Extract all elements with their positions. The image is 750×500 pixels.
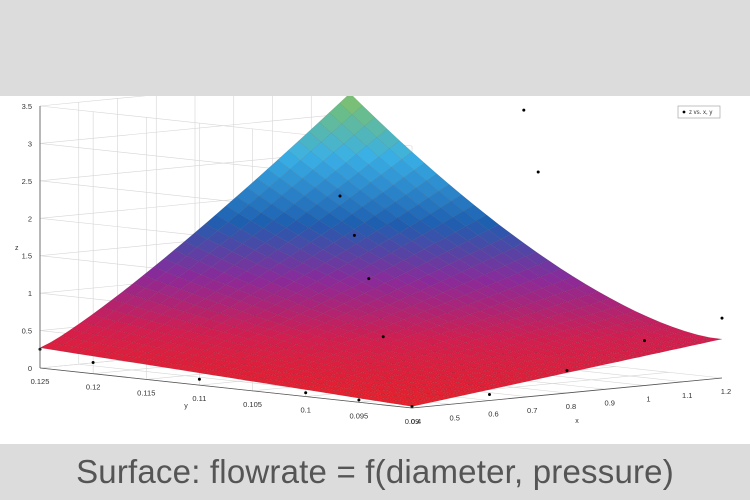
x-tick-label: 0.5 xyxy=(450,413,460,422)
x-axis-title: x xyxy=(575,418,579,425)
data-point xyxy=(381,335,385,339)
data-points xyxy=(38,108,724,408)
axes: 00.511.522.533.50.1250.120.1150.110.1050… xyxy=(15,102,731,426)
data-point xyxy=(91,361,95,364)
surface-patch xyxy=(420,397,444,403)
y-tick-label: 0.09 xyxy=(405,417,420,426)
surface-plot: 0 0.5 1 1.5 2 2.5 3 3.5 0.125 0.12 0.115 0.11 0.105 0… xyxy=(0,96,750,444)
data-point xyxy=(357,398,361,402)
surface-patch xyxy=(451,391,475,396)
chart-caption: Surface: flowrate = f(diameter, pressure… xyxy=(76,453,674,490)
z-tick-label: 2.5 xyxy=(22,177,32,186)
surface-patch xyxy=(688,339,712,344)
data-point xyxy=(367,277,371,281)
z-tick-label: 0.5 xyxy=(22,327,32,336)
surface-patch xyxy=(595,359,619,364)
z-tick-label: 0 xyxy=(28,364,32,373)
data-point xyxy=(488,393,491,396)
y-tick-label: 0.105 xyxy=(243,400,262,409)
legend: z vs. x, y xyxy=(677,105,721,119)
y-tick-label: 0.095 xyxy=(349,411,368,420)
surface-patch xyxy=(523,375,547,380)
surface-patch xyxy=(461,388,485,394)
x-tick-label: 0.7 xyxy=(527,406,537,415)
surface-patch xyxy=(626,353,650,358)
z-tick-label: 3.5 xyxy=(22,102,32,111)
surface-patch xyxy=(544,370,568,376)
surface-patch xyxy=(502,379,526,385)
data-point xyxy=(522,108,526,112)
grid-line-z-back xyxy=(39,96,147,107)
x-tick-label: 0.8 xyxy=(566,402,576,411)
x-tick-label: 0.9 xyxy=(605,398,615,407)
x-tick-label: 1.2 xyxy=(721,387,731,396)
surface-patch xyxy=(678,341,702,346)
surface-patch xyxy=(482,384,506,389)
surface-chart-svg: 00.511.522.533.50.1250.120.1150.110.1050… xyxy=(15,96,731,426)
surface-mesh xyxy=(39,96,723,407)
data-point xyxy=(410,405,414,408)
surface-patch xyxy=(668,344,692,349)
y-tick-label: 0.115 xyxy=(137,388,155,397)
x-tick-label: 1 xyxy=(646,395,650,404)
surface-patch xyxy=(606,357,630,362)
y-axis-line xyxy=(39,367,413,409)
surface-patch xyxy=(699,337,723,342)
y-tick-label: 0.125 xyxy=(31,377,50,386)
legend-label: z vs. x, y xyxy=(689,110,712,116)
surface-patch xyxy=(471,386,495,391)
z-tick-label: 3 xyxy=(28,139,32,148)
y-tick-label: 0.12 xyxy=(86,383,101,392)
data-point xyxy=(536,170,540,174)
surface-patch xyxy=(657,346,681,351)
surface-patch xyxy=(399,402,423,407)
surface-patch xyxy=(492,382,516,387)
z-axis-title: z xyxy=(15,245,19,252)
z-tick-label: 2 xyxy=(28,214,32,223)
y-axis-title: y xyxy=(184,403,188,410)
surface-patch xyxy=(440,393,464,398)
z-tick-label: 1 xyxy=(28,289,32,298)
x-tick-label: 0.6 xyxy=(488,410,498,419)
data-point xyxy=(304,391,308,395)
surface-patch xyxy=(513,377,537,382)
data-point xyxy=(565,369,569,372)
y-tick-label: 0.1 xyxy=(300,406,310,415)
x-axis-line xyxy=(411,377,723,409)
caption-band: Surface: flowrate = f(diameter, pressure… xyxy=(0,444,750,500)
z-tick-label: 1.5 xyxy=(22,252,32,261)
x-tick-label: 1.1 xyxy=(682,391,692,400)
data-point xyxy=(643,339,646,343)
top-band xyxy=(0,0,750,96)
y-tick-label: 0.11 xyxy=(192,394,206,403)
data-point xyxy=(197,377,201,381)
data-point xyxy=(338,194,342,198)
data-point xyxy=(352,233,356,237)
data-point xyxy=(720,316,724,320)
x-tick-label: 0.4 xyxy=(411,417,421,426)
